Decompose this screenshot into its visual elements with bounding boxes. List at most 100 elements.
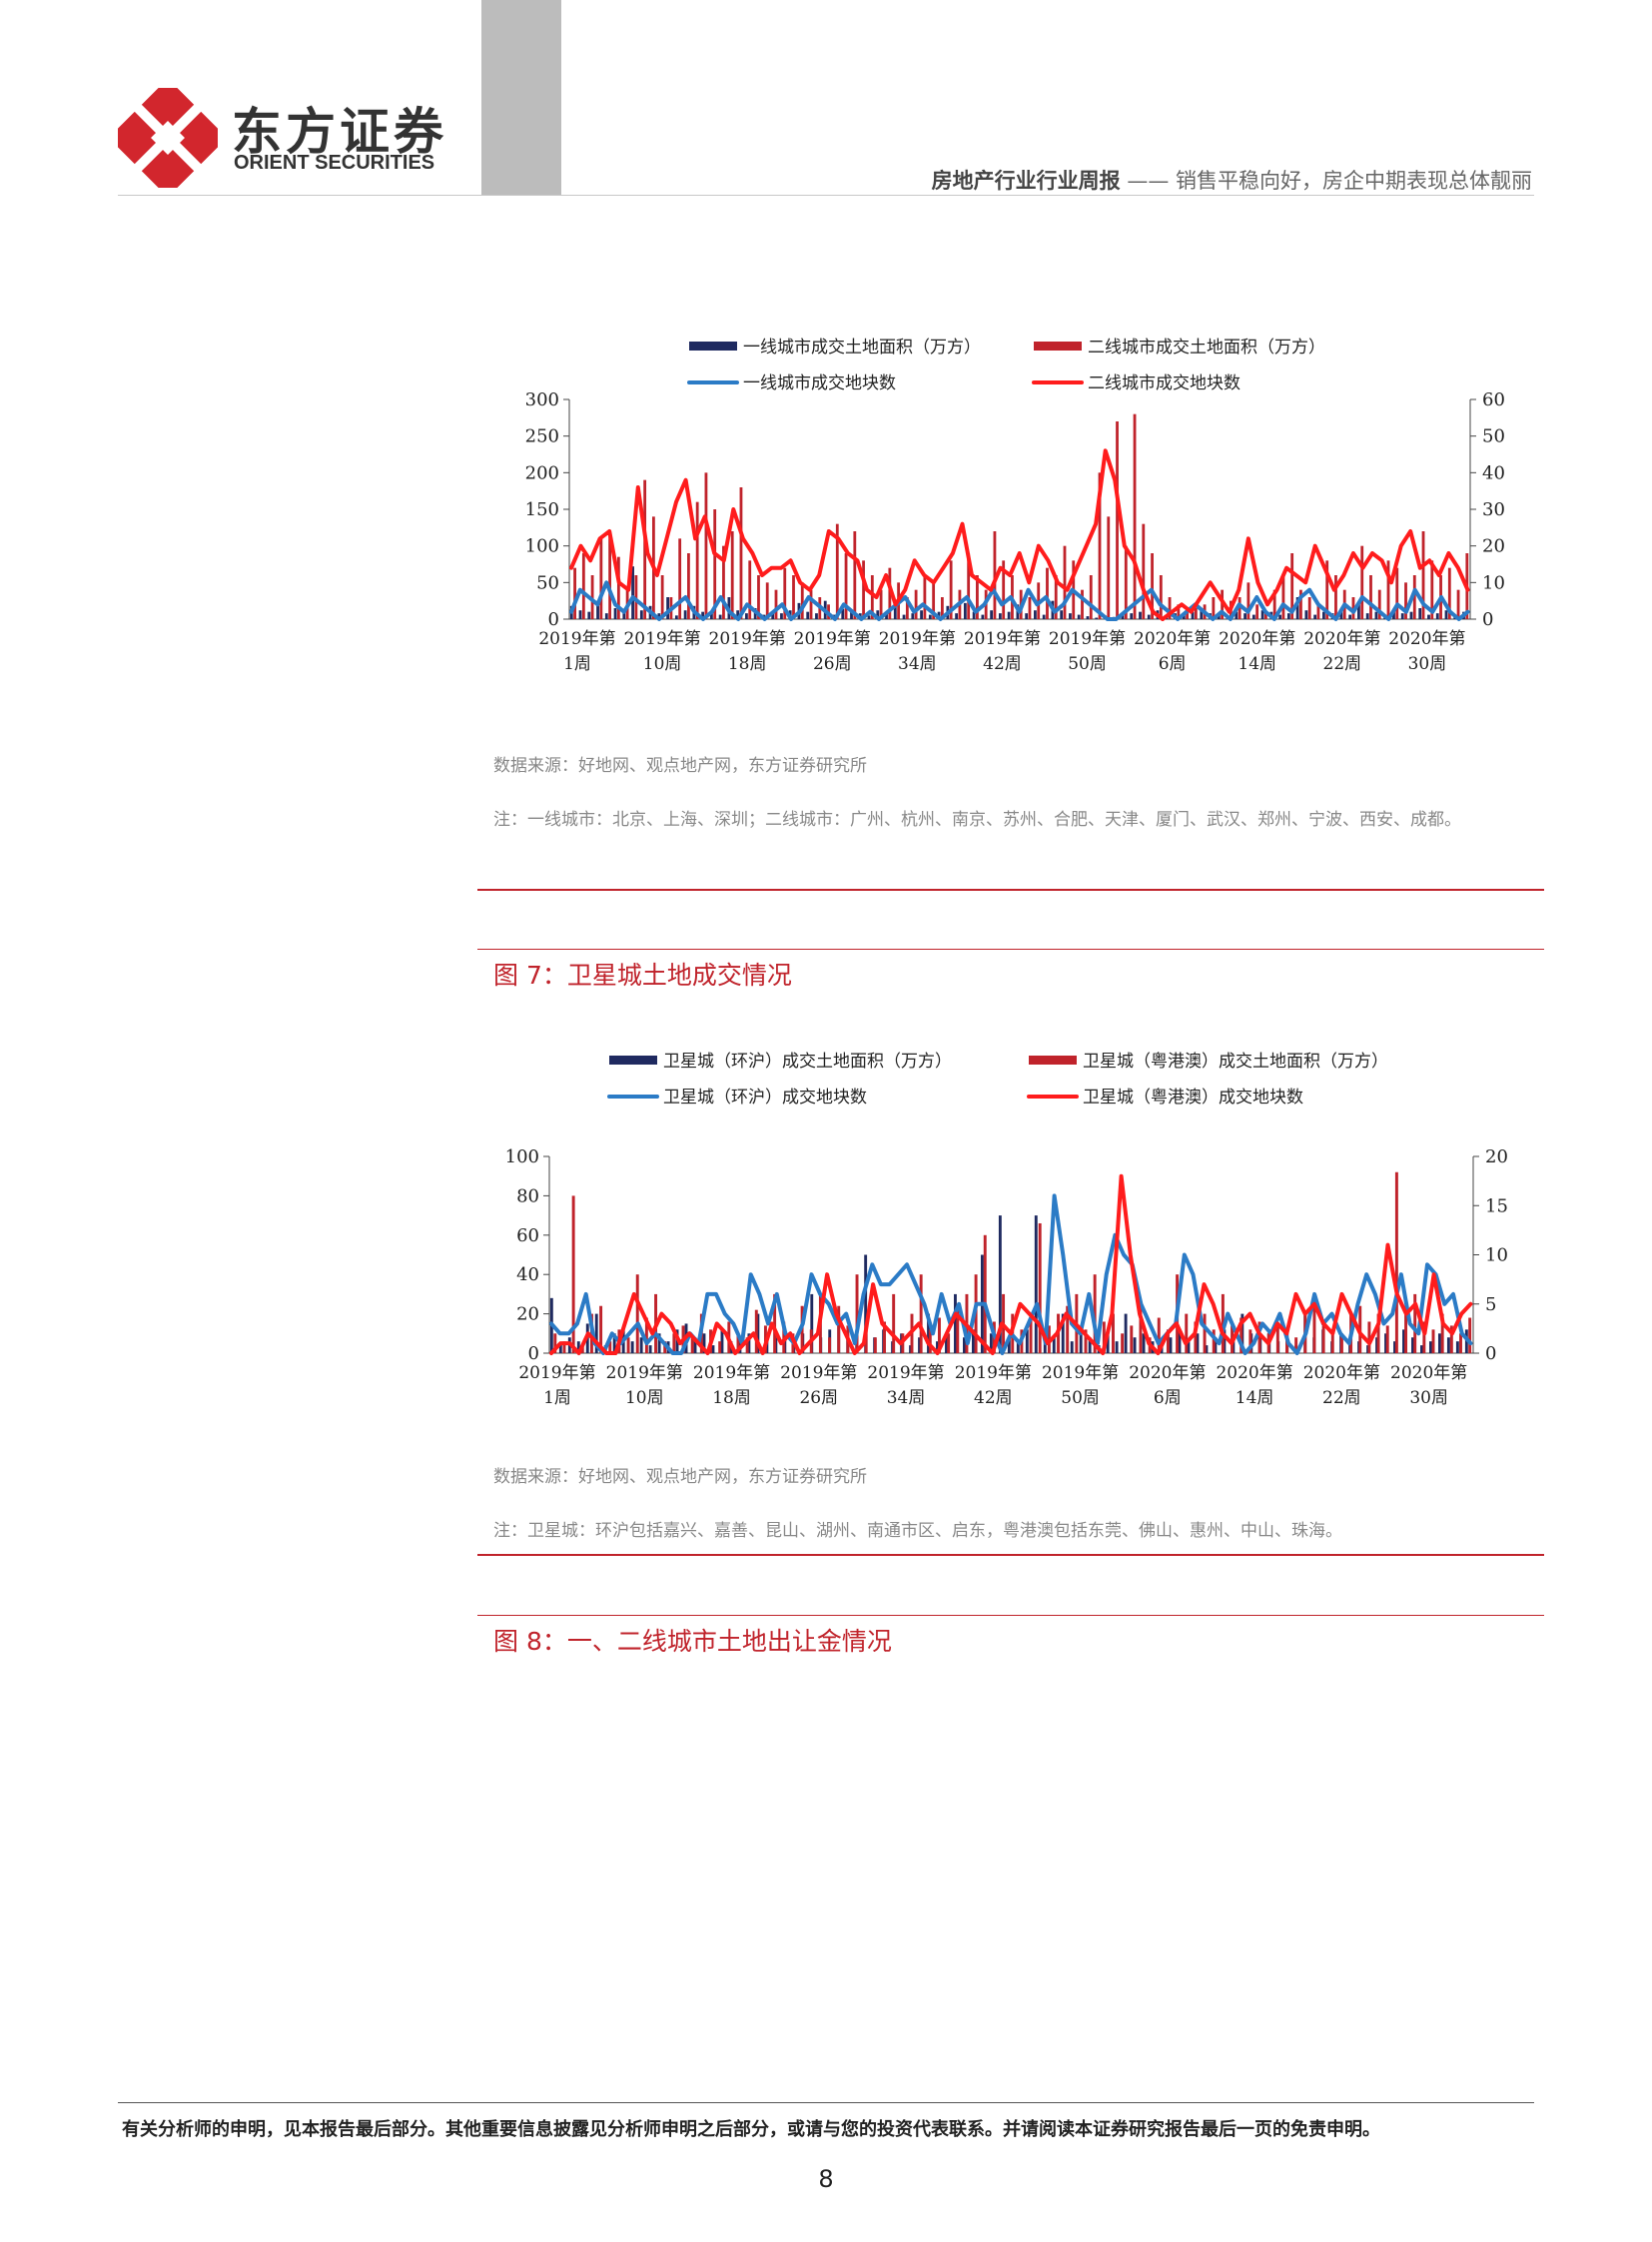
page-number: 8 [818,2165,834,2193]
bar [1214,1337,1218,1353]
bar [928,614,932,619]
bar [1376,1313,1380,1353]
bar [687,553,690,619]
x-tick-label: 10周 [625,1388,664,1408]
bar [1121,1333,1125,1353]
x-tick-label: 2020年第 [1216,1363,1292,1383]
bar [1054,575,1058,619]
bar [1159,575,1163,619]
bar [587,611,591,619]
bar [1264,611,1267,619]
bar [1088,1337,1092,1353]
legend-label-0: 一线城市成交土地面积（万方） [743,338,981,358]
bar [704,472,708,619]
bar [1115,1341,1119,1353]
x-tick-label: 2019年第 [780,1363,857,1383]
bar [1374,611,1378,619]
bar [774,589,778,619]
bar [1418,608,1422,619]
y-tick-label-right: 20 [1485,1146,1508,1167]
bar [1212,1329,1216,1353]
bar [1151,553,1154,619]
bar [596,600,599,619]
bar [1034,1215,1038,1353]
bar [1130,1325,1134,1353]
bar [1121,614,1125,619]
bar [983,1234,987,1353]
bar [810,1293,814,1353]
bar [1330,1329,1334,1353]
chart-city-land-transactions: 一线城市成交土地面积（万方） 二线城市成交土地面积（万方） 一线城市成交地块数 二线城… [525,338,1505,674]
x-tick-label: 26周 [799,1388,838,1408]
bar [963,602,967,619]
bar [1248,1329,1252,1353]
bar [1316,604,1320,619]
bar [1369,575,1372,619]
bar [1029,1317,1033,1353]
figure7-bottom-rule [477,1554,1544,1556]
bar [1459,1333,1462,1353]
figure6-bottom-rule [477,889,1544,891]
bar [581,553,585,619]
report-title-rest: —— 销售平稳向好，房企中期表现总体靓丽 [1120,169,1532,193]
x-tick-label: 1周 [543,1388,571,1408]
bar [1194,1321,1198,1353]
bar [693,1337,697,1353]
bar [885,612,888,619]
bar [1196,1333,1200,1353]
bar [1133,1337,1137,1353]
bar [1093,1274,1097,1353]
bar [1365,613,1369,619]
bar [773,1293,777,1353]
bar [1086,616,1090,619]
bar [678,538,682,619]
bar [967,553,971,619]
bar [1404,1305,1408,1353]
x-tick-label: 14周 [1238,654,1276,674]
bar [1322,611,1325,619]
bar [1304,610,1308,619]
bar [648,1345,652,1353]
bar [837,1305,841,1353]
bar [1385,1325,1389,1353]
bar [1325,560,1329,619]
bar [757,575,760,619]
bar [1212,597,1216,619]
bar [1157,1317,1161,1353]
bar [720,1329,724,1353]
x-tick-label: 22周 [1322,1388,1361,1408]
bar [1243,613,1246,619]
bar [1339,610,1343,619]
bar [1077,614,1081,619]
bar [1456,589,1460,619]
bar [963,1337,966,1353]
bar [1060,610,1064,619]
bar [1413,1293,1417,1353]
bar [702,1333,706,1353]
y-tick-label-right: 60 [1482,389,1505,410]
bar [701,611,705,619]
bar [1084,1329,1088,1353]
bar [604,613,608,619]
bar [695,501,699,619]
bar [771,611,775,619]
legend-label-3: 二线城市成交地块数 [1088,374,1240,393]
figure7-title: 图 7：卫星城土地成交情况 [493,961,792,990]
bar [927,1313,930,1353]
x-tick-label: 30周 [1409,1388,1448,1408]
x-tick-label: 6周 [1154,1388,1182,1408]
bar [1063,545,1067,619]
bar [1025,1329,1029,1353]
bar [1169,1337,1173,1353]
bar [562,1341,566,1353]
figure8-top-rule [477,1615,1544,1616]
bar [1286,613,1290,619]
y-tick-label-left: 150 [525,499,559,520]
bar [599,538,603,619]
x-tick-label: 2020年第 [1388,629,1465,649]
bar [739,487,743,619]
figure7-source: 数据来源：好地网、观点地产网，东方证券研究所 [493,1467,867,1487]
bar [815,613,818,619]
bar [1427,614,1430,619]
bar [1428,1341,1432,1353]
